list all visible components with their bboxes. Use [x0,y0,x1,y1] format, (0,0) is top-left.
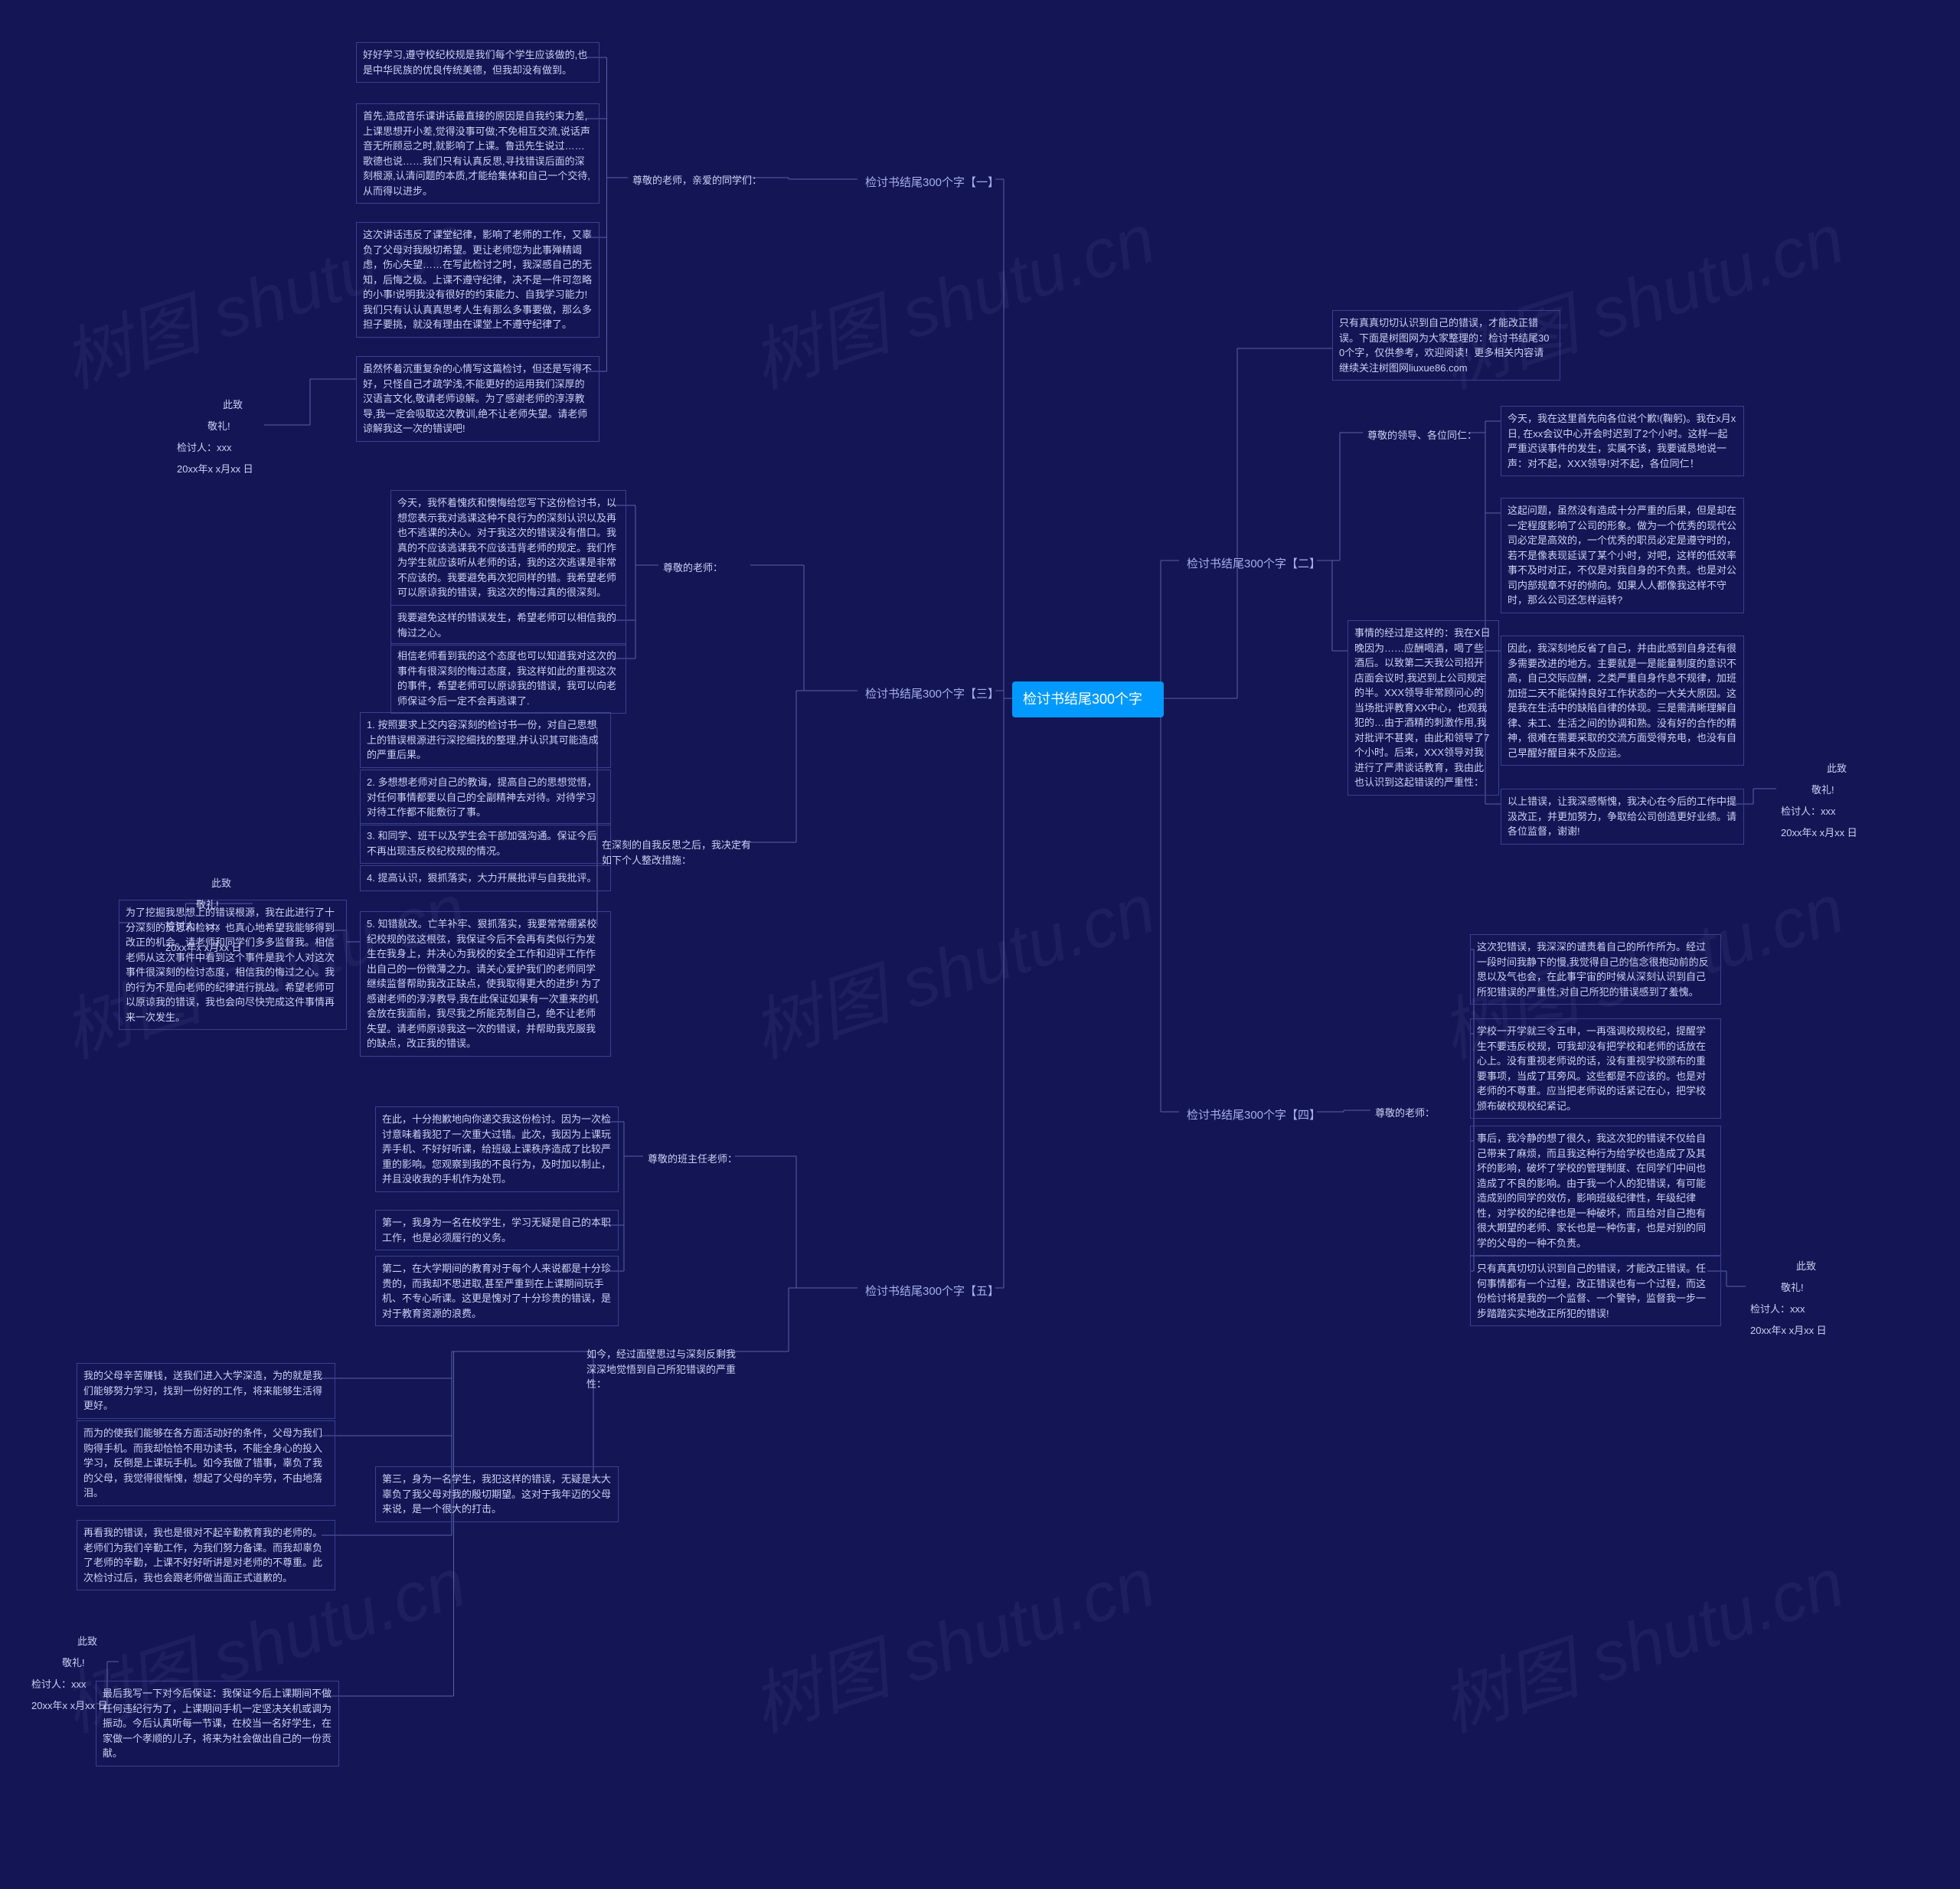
sig-b1-1: 敬礼! [203,416,350,437]
intro-text: 只有真真切切认识到自己的错误，才能改正错误。下面是树图网为大家整理的：检讨书结尾… [1332,310,1560,381]
sig-b3-1: 敬礼! [191,894,338,916]
sig-b3-2: 检讨人：xxx [161,916,308,937]
branch-b3[interactable]: 检讨书结尾300个字【三】 [858,681,1007,708]
sig-b2-0: 此致 [1822,758,1960,779]
mid-b4: 尊敬的老师： [1370,1103,1439,1124]
root-node[interactable]: 检讨书结尾300个字 [1012,681,1164,717]
leaf-b4-1: 学校一开学就三令五申，一再强调校规校纪，提醒学生不要违反校规，可我却没有把学校和… [1470,1018,1721,1119]
sig-b4-1: 敬礼! [1776,1277,1923,1299]
sig-b1-0: 此致 [218,394,365,416]
mid2-b2: 事情的经过是这样的：我在X日晚因为……应酬喝酒，喝了些酒后。以致第二天我公司招开… [1348,620,1499,796]
leaf-b5-1: 第一，我身为一名在校学生，学习无疑是自己的本职工作，也是必须履行的义务。 [375,1210,619,1250]
mid2-b3: 在深刻的自我反思之后，我决定有如下个人整改措施： [597,835,760,871]
leaf-b2-2: 因此，我深刻地反省了自己，并由此感到自身还有很多需要改进的地方。主要就是一是能量… [1501,636,1744,766]
sig-b1-3: 20xx年x x月xx 日 [172,459,319,480]
leaf-b4-2: 事后，我冷静的想了很久，我这次犯的错误不仅给自己带来了麻烦，而且我这种行为给学校… [1470,1126,1721,1256]
leaf-b5-3: 第三，身为一名学生，我犯这样的错误，无疑是大大辜负了我父母对我的殷切期望。这对于… [375,1466,619,1522]
sig-b3-3: 20xx年x x月xx 日 [161,937,308,959]
leaf-b2-1: 这起问题，虽然没有造成十分严重的后果，但是却在一定程度影响了公司的形象。做为一个… [1501,498,1744,613]
leaf-b3-1: 我要避免这样的错误发生，希望老师可以相信我的悔过之心。 [390,605,626,645]
mid2-b5: 如今，经过面壁思过与深刻反剩我深深地觉悟到自己所犯错误的严重性： [582,1344,744,1395]
leaf-b3-4: 2. 多想想老师对自己的教诲，提高自己的思想觉悟，对任何事情都要以自己的全副精神… [360,770,611,825]
sig-b4-0: 此致 [1792,1256,1939,1277]
leaf-b1-0: 好好学习,遵守校纪校规是我们每个学生应该做的,也是中华民族的优良传统美德，但我却… [356,42,599,83]
sig-b4-2: 检讨人：xxx [1746,1299,1893,1320]
sig-b5-3: 20xx年x x月xx 日 [27,1695,174,1717]
leaf-b3-3: 1. 按照要求上交内容深刻的检讨书一份，对自己思想上的错误根源进行深挖细找的整理… [360,712,611,768]
branch-b1[interactable]: 检讨书结尾300个字【一】 [858,170,1007,197]
leaf-b3-0: 今天，我怀着愧疚和懊悔给您写下这份检讨书，以想您表示我对逃课这种不良行为的深刻认… [390,490,626,606]
sig-b2-2: 检讨人：xxx [1776,801,1923,822]
sig-b3-0: 此致 [207,873,354,894]
leaf-b3-5: 3. 和同学、班干以及学生会干部加强沟通。保证今后不再出现违反校纪校规的情况。 [360,823,611,864]
leaf-b1-3: 虽然怀着沉重复杂的心情写这篇检讨，但还是写得不好，只怪自己才疏学浅,不能更好的运… [356,356,599,442]
leaf-b1-1: 首先,造成音乐课讲话最直接的原因是自我约束力差,上课思想开小差,觉得没事可做;不… [356,103,599,204]
mid-b3: 尊敬的老师： [658,557,727,579]
mid-b2: 尊敬的领导、各位同仁： [1363,425,1481,446]
branch-b2[interactable]: 检讨书结尾300个字【二】 [1179,551,1328,578]
leaf-b2-3: 以上错误，让我深感惭愧，我决心在今后的工作中提汲改正，并更加努力，争取给公司创造… [1501,789,1744,845]
sig-b4-3: 20xx年x x月xx 日 [1746,1320,1893,1342]
sig-b1-2: 检讨人：xxx [172,437,319,459]
leaf-b5-0: 在此，十分抱歉地向你递交我这份检讨。因为一次检讨意味着我犯了一次重大过错。此次，… [375,1106,619,1192]
leaf-b3-6: 4. 提高认识，狠抓落实，大力开展批评与自我批评。 [360,865,611,891]
leaf-b1-2: 这次讲话违反了课堂纪律，影响了老师的工作，又辜负了父母对我殷切希望。更让老师您为… [356,222,599,338]
leaf-b3-2: 相信老师看到我的这个态度也可以知道我对这次的事件有很深刻的悔过态度，我这样如此的… [390,643,626,714]
branch-b5[interactable]: 检讨书结尾300个字【五】 [858,1279,1007,1306]
sig-b5-2: 检讨人：xxx [27,1674,174,1695]
branch-b4[interactable]: 检讨书结尾300个字【四】 [1179,1103,1328,1129]
leaf-b5-2: 第二，在大学期间的教育对于每个人来说都是十分珍贵的，而我却不思进取,甚至严重到在… [375,1256,619,1326]
sig-b2-1: 敬礼! [1807,779,1954,801]
sig-b2-3: 20xx年x x月xx 日 [1776,822,1923,844]
sig-b5-1: 敬礼! [57,1652,204,1674]
leaf-b5-5: 而为的使我们能够在各方面活动好的条件，父母为我们购得手机。而我却恰恰不用功读书，… [77,1420,335,1506]
leaf-b5-4: 我的父母辛苦赚钱，送我们进入大学深造，为的就是我们能够努力学习，找到一份好的工作… [77,1363,335,1419]
leaf-b2-0: 今天，我在这里首先向各位说个歉!(鞠躬)。我在x月x日, 在xx会议中心开会时迟… [1501,406,1744,476]
leaf-b4-3: 只有真真切切认识到自己的错误，才能改正错误。任何事情都有一个过程，改正错误也有一… [1470,1256,1721,1326]
leaf-b5-6: 再看我的错误，我也是很对不起辛勤教育我的老师的。老师们为我们辛勤工作，为我们努力… [77,1520,335,1590]
leaf-b3-7: 5. 知错就改。亡羊补牢、狠抓落实，我要常常绷紧校纪校规的弦这根弦，我保证今后不… [360,911,611,1057]
mid-b1: 尊敬的老师，亲爱的同学们： [628,170,766,191]
mid-b5: 尊敬的班主任老师： [643,1149,742,1170]
sig-b5-0: 此致 [73,1631,220,1652]
leaf-b4-0: 这次犯错误，我深深的谴责着自己的所作所为。经过一段时间我静下的慢,我觉得自己的信… [1470,934,1721,1005]
